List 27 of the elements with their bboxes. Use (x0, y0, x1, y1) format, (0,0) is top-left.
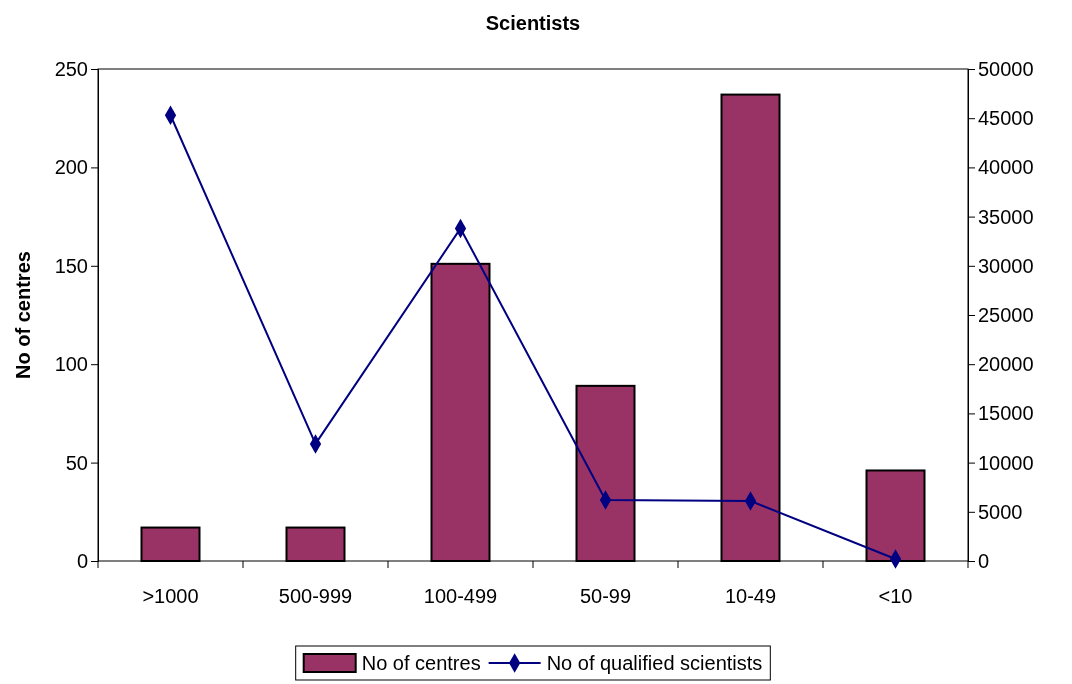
y2-tick-label: 45000 (978, 107, 1034, 130)
y-axis-title: No of centres (12, 251, 34, 379)
y-tick-label: 50 (65, 451, 88, 474)
y-tick-label: 100 (54, 353, 88, 376)
x-tick-label: >1000 (142, 585, 199, 608)
x-tick-label: 10-49 (724, 585, 777, 608)
y-tick-label: 200 (54, 156, 88, 179)
y2-tick-label: 25000 (978, 303, 1034, 326)
y2-tick-label: 35000 (978, 205, 1034, 228)
y2-tick-label: 15000 (978, 402, 1034, 425)
x-tick-label: 50-99 (579, 585, 632, 608)
y2-tick-label: 10000 (978, 451, 1034, 474)
y2-tick-label: 40000 (978, 156, 1034, 179)
y2-tick-label: 0 (978, 549, 990, 572)
y2-tick-label: 30000 (978, 254, 1034, 277)
y2-tick-label: 50000 (978, 57, 1034, 80)
y2-tick-label: 5000 (978, 500, 1023, 523)
y-tick-label: 250 (54, 57, 88, 80)
x-tick-label: 500-999 (278, 585, 353, 608)
legend-label: No of qualified scientists (546, 652, 763, 674)
chart-title: Scientists (485, 12, 581, 34)
y2-tick-label: 20000 (978, 353, 1034, 376)
legend-label: No of centres (361, 652, 481, 674)
y-tick-label: 0 (76, 549, 88, 572)
x-tick-label: 100-499 (423, 585, 498, 608)
y-tick-label: 150 (54, 254, 88, 277)
x-tick-label: <10 (878, 585, 913, 608)
